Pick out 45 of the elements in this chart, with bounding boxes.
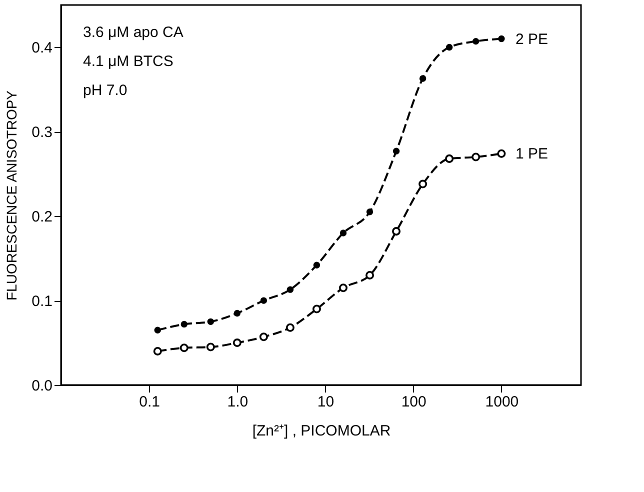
point <box>498 35 505 42</box>
point <box>340 230 347 236</box>
y-tick-label: 0.3 <box>32 124 52 142</box>
x-axis-title: [Zn²⁺] , PICOMOLAR <box>252 422 391 440</box>
x-tick-label: 100 <box>401 394 426 410</box>
annotation: pH 7.0 <box>83 82 128 99</box>
point <box>180 320 188 328</box>
point <box>207 318 214 326</box>
point <box>446 44 453 51</box>
point <box>418 180 428 188</box>
point <box>286 323 294 332</box>
point <box>445 154 454 163</box>
x-tick-label: 1000 <box>485 394 519 410</box>
annotation: 3.6 μM apo CA <box>83 24 184 41</box>
point <box>472 38 480 45</box>
series-label: 1 PE <box>515 146 548 163</box>
point <box>154 326 161 334</box>
point <box>206 342 215 352</box>
point <box>497 149 506 158</box>
y-tick-label: 0.2 <box>32 208 52 226</box>
y-tick-label: 0.0 <box>32 378 52 394</box>
point <box>472 152 480 162</box>
point <box>234 310 241 317</box>
series-label: 2 PE <box>515 30 548 48</box>
point <box>313 262 320 268</box>
point <box>366 270 374 280</box>
point <box>392 148 400 154</box>
y-axis-title: FLUORESCENCE ANISOTROPY <box>4 90 20 301</box>
x-tick-label: 0.1 <box>139 394 160 410</box>
point <box>419 75 426 82</box>
x-tick-label: 10 <box>317 394 334 410</box>
point <box>260 297 268 304</box>
point <box>366 208 374 216</box>
point <box>312 304 321 314</box>
y-tick-label: 0.1 <box>32 293 52 310</box>
point <box>259 332 268 342</box>
x-tick-label: 1.0 <box>227 394 248 410</box>
point <box>338 284 348 292</box>
point <box>153 346 162 356</box>
point <box>392 227 401 236</box>
point <box>286 286 294 293</box>
annotation: 4.1 μM BTCS <box>83 53 174 70</box>
point <box>232 338 242 348</box>
y-tick-label: 0.4 <box>32 40 52 57</box>
point <box>180 344 188 352</box>
